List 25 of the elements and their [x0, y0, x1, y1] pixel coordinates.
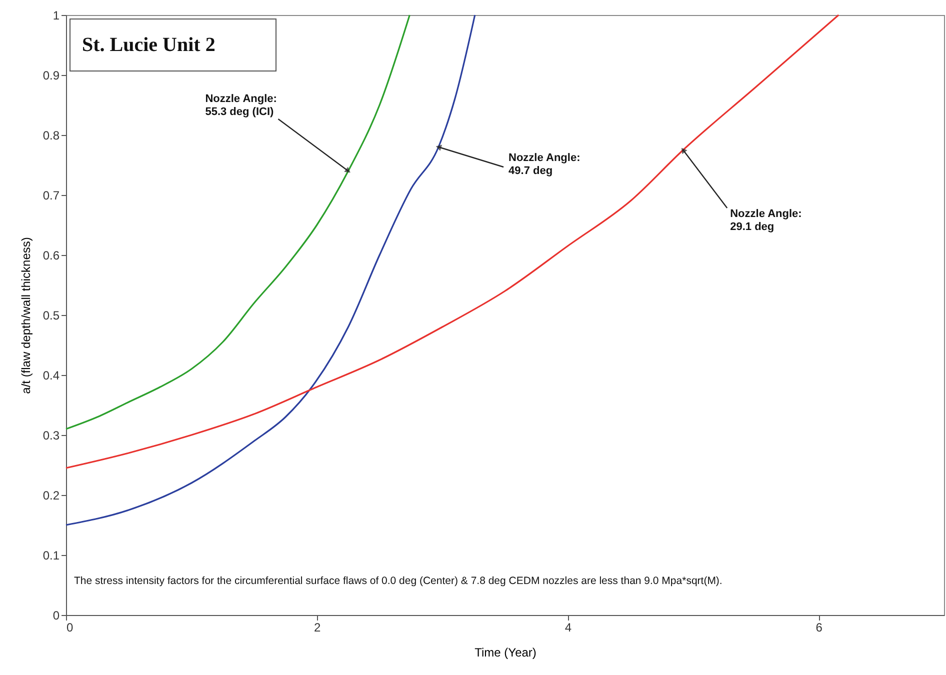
annotation: Nozzle Angle: 49.7 deg	[508, 152, 580, 177]
x-axis-title: Time (Year)	[474, 646, 536, 660]
y-tick-label: 0.3	[42, 428, 60, 442]
annotation: Nozzle Angle: 55.3 deg (ICI)	[205, 93, 277, 118]
y-tick-label: 0.7	[42, 188, 60, 202]
x-tick-label: 4	[564, 620, 572, 634]
line-series	[65, 14, 410, 430]
y-axis-title: a/t (flaw depth/wall thickness)	[18, 237, 33, 394]
y-tick-label: 0.4	[42, 368, 60, 382]
text: St. Lucie Unit 2	[82, 34, 216, 56]
x-tick-label: 6	[816, 620, 823, 634]
y-tick-label: 0.6	[42, 248, 60, 262]
x-tick-label: 0	[66, 620, 74, 634]
annotation: The stress intensity factors for the circumferential surface flaws of 0.0 deg (Center) & 7.8 deg CEDM nozzles are less than 9.0 Mpa*sqrt(M).	[74, 575, 722, 587]
y-tick-label: 0.9	[42, 68, 60, 82]
annotation: Nozzle Angle: 29.1 deg	[730, 208, 802, 233]
y-tick-label: 0	[52, 608, 60, 622]
y-tick-label: 0.8	[42, 128, 60, 142]
line-series	[65, 14, 476, 526]
y-tick-label: 0.1	[42, 548, 60, 562]
y-tick-label: 0.5	[42, 308, 60, 322]
line-series	[65, 14, 840, 469]
y-tick-label: 1	[52, 8, 60, 22]
x-tick-label: 2	[314, 620, 322, 634]
y-tick-label: 0.2	[42, 488, 60, 502]
